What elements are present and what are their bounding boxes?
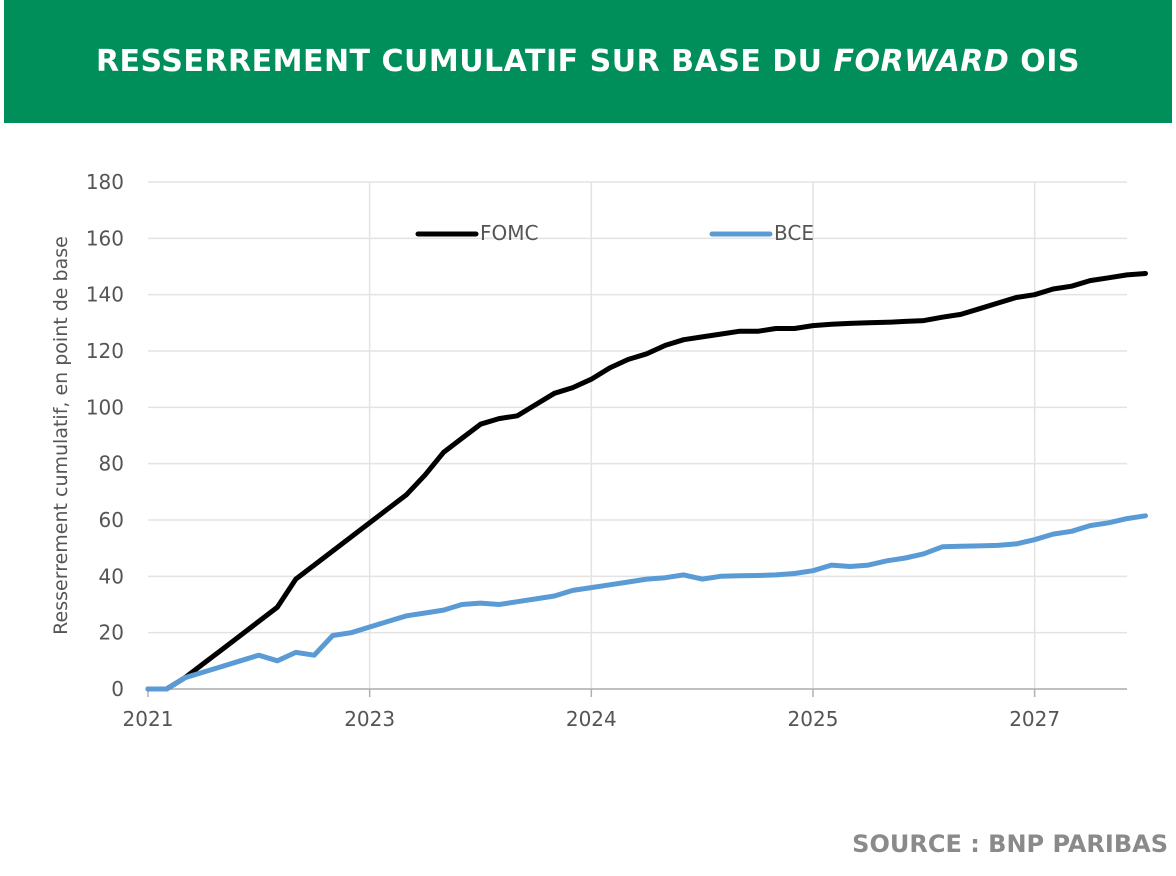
source-note: SOURCE : BNP PARIBAS [852, 830, 1168, 858]
y-tick-label: 160 [86, 226, 124, 250]
y-tick-label: 180 [86, 170, 124, 194]
title-banner: RESSERREMENT CUMULATIF SUR BASE DU FORWA… [4, 0, 1172, 123]
x-axis-ticks: 2021 2023 2024 2025 2027 [123, 689, 1060, 731]
gridlines [148, 181, 1127, 690]
y-tick-label: 100 [86, 395, 124, 419]
chart-title: RESSERREMENT CUMULATIF SUR BASE DU FORWA… [95, 44, 1081, 79]
y-axis-label: Resserrement cumulatif, en point de base [50, 236, 72, 635]
y-tick-label: 120 [86, 339, 124, 363]
legend-label-fomc: FOMC [480, 221, 538, 245]
y-tick-label: 40 [99, 564, 124, 588]
y-tick-label: 0 [111, 677, 124, 701]
legend: FOMC BCE [415, 221, 814, 245]
legend-label-bce: BCE [774, 221, 814, 245]
x-tick-label: 2025 [788, 707, 839, 731]
y-tick-label: 80 [99, 452, 124, 476]
x-tick-label: 2027 [1009, 707, 1060, 731]
series-lines [145, 271, 1148, 692]
y-axis-ticks: 0 20 40 60 80 100 120 140 160 180 [86, 170, 124, 701]
x-tick-label: 2024 [566, 707, 617, 731]
y-tick-label: 140 [86, 283, 124, 307]
x-tick-label: 2023 [344, 707, 395, 731]
series-line-fomc [145, 271, 1148, 692]
x-tick-label: 2021 [123, 707, 174, 731]
y-tick-label: 60 [99, 508, 124, 532]
series-line-bce [145, 513, 1148, 692]
y-tick-label: 20 [99, 621, 124, 645]
